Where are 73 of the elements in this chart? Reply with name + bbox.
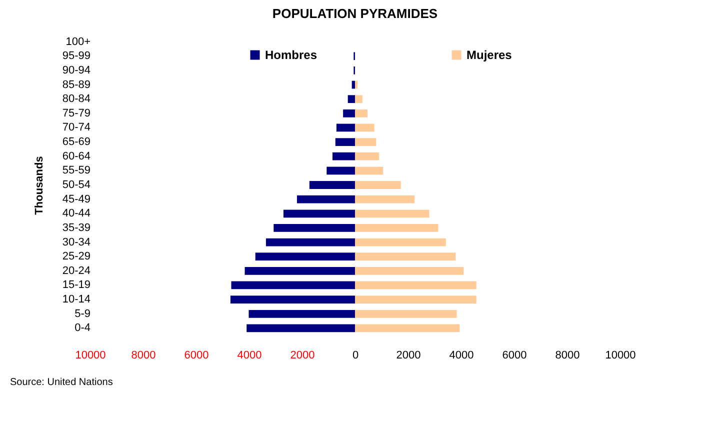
x-tick-label: 2000 — [396, 350, 421, 362]
y-tick-label: 30-34 — [62, 236, 90, 248]
chart-title: POPULATION PYRAMIDES — [272, 6, 438, 21]
y-tick-label: 20-24 — [62, 264, 90, 277]
bar — [355, 195, 415, 204]
bar — [283, 210, 355, 218]
bar — [355, 166, 384, 175]
bar — [352, 80, 355, 89]
x-tick-label: 8000 — [555, 350, 580, 362]
x-tick-label: 8000 — [131, 350, 156, 362]
x-tick-label: 4000 — [449, 350, 474, 362]
y-tick-label: 5-9 — [74, 308, 90, 320]
bar — [326, 166, 355, 175]
bar — [355, 238, 446, 246]
x-tick-label: 10000 — [605, 350, 636, 362]
bar — [332, 152, 355, 160]
y-tick-label: 40-44 — [62, 208, 90, 220]
bar — [348, 95, 355, 104]
bar — [335, 138, 355, 146]
y-tick-label: 25-29 — [62, 250, 90, 263]
y-tick-label: 85-89 — [62, 78, 90, 91]
y-tick-label: 45-49 — [62, 193, 90, 206]
y-tick-label: 55-59 — [62, 164, 90, 177]
y-tick-label: 0-4 — [74, 322, 90, 334]
bar — [244, 266, 355, 275]
bar — [296, 195, 355, 204]
bar — [266, 238, 355, 246]
bar — [355, 152, 380, 160]
y-tick-label: 35-39 — [62, 222, 90, 234]
bar — [355, 281, 476, 290]
bar — [355, 95, 362, 104]
y-tick-label: 70-74 — [62, 122, 90, 134]
y-tick-label: 95-99 — [62, 50, 90, 62]
legend-label: Mujeres — [466, 48, 512, 62]
x-tick-label: 2000 — [290, 350, 315, 362]
x-tick-label: 10000 — [75, 350, 106, 362]
y-tick-label: 80-84 — [62, 93, 90, 106]
bar — [355, 252, 456, 261]
legend-label: Hombres — [265, 48, 318, 62]
bar — [355, 109, 368, 118]
source-note: Source: United Nations — [10, 377, 113, 388]
bar — [336, 124, 355, 132]
y-tick-label: 90-94 — [62, 64, 90, 76]
bar — [231, 281, 355, 290]
bar — [355, 224, 438, 232]
bar — [309, 181, 355, 189]
y-tick-label: 65-69 — [62, 136, 90, 148]
x-tick-label: 4000 — [237, 350, 262, 362]
y-tick-label: 10-14 — [62, 294, 90, 306]
y-tick-label: 15-19 — [62, 279, 90, 292]
y-tick-label: 100+ — [66, 36, 90, 48]
y-tick-label: 50-54 — [62, 179, 90, 191]
bar — [355, 124, 374, 132]
bar — [355, 324, 460, 332]
bar — [355, 296, 476, 304]
bar — [355, 181, 401, 189]
bar — [355, 80, 358, 89]
bar — [343, 109, 355, 118]
bar — [255, 252, 355, 261]
bar — [230, 296, 355, 304]
bar — [274, 224, 355, 232]
x-tick-label: 6000 — [184, 350, 209, 362]
bar — [355, 310, 457, 318]
bar — [355, 266, 464, 275]
bar — [246, 324, 355, 332]
y-axis-title: Thousands — [33, 156, 46, 215]
x-tick-label: 6000 — [502, 350, 527, 362]
x-tick-label: 0 — [352, 350, 359, 362]
y-tick-label: 60-64 — [62, 150, 90, 162]
bar — [355, 138, 376, 146]
bar — [355, 210, 430, 218]
bar — [248, 310, 355, 318]
y-tick-label: 75-79 — [62, 107, 90, 120]
